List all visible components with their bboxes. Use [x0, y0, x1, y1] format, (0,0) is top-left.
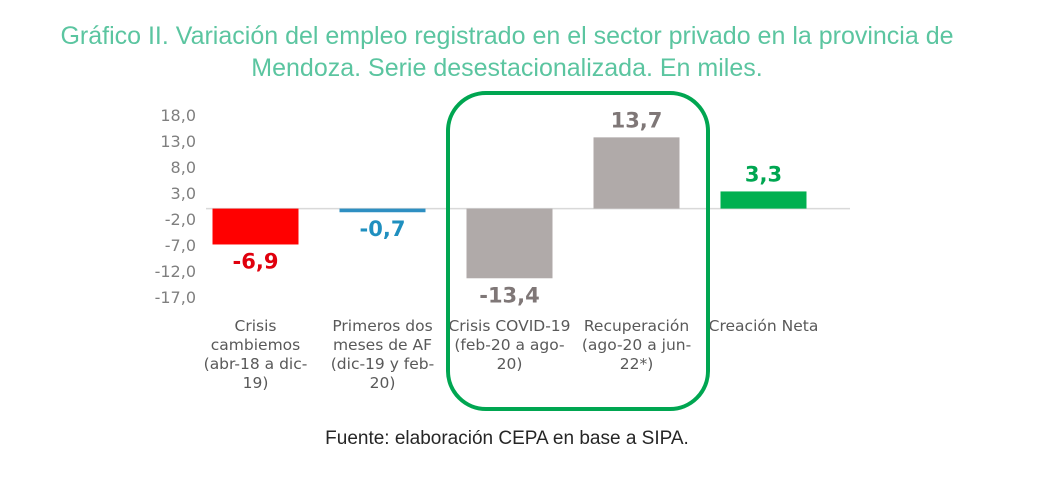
bar: [466, 208, 553, 279]
category-label-line: Recuperación: [584, 317, 689, 335]
category-label: Creación Neta: [709, 317, 819, 335]
category-label-line: cambiemos: [211, 336, 300, 354]
category-label-line: 20): [497, 355, 523, 373]
bar: [339, 208, 426, 213]
category-label-line: Primeros dos: [332, 317, 432, 335]
category-label-line: (ago-20 a jun-: [582, 336, 691, 354]
data-label: -13,4: [479, 283, 540, 307]
category-label-line: (dic-19 y feb-: [331, 355, 434, 373]
category-label: Primeros dos meses de AF (dic-19 y feb-20): [331, 317, 434, 392]
chart-title: Gráfico II. Variación del empleo registr…: [0, 20, 1014, 84]
data-label: 3,3: [745, 162, 782, 186]
category-label: Crisis COVID-19 (feb-20 a ago-20): [448, 317, 570, 373]
bar: [720, 191, 807, 209]
data-label: -0,7: [360, 217, 406, 241]
y-tick-label: -17,0: [155, 288, 196, 307]
category-label: Crisis cambiemos (abr-18 a dic-19): [204, 317, 308, 392]
category-label-line: 22*): [620, 355, 654, 373]
bar-chart: 18,0 13,0 8,0 3,0 -2,0 -7,0 -12,0 -17,0 -6,9 Cris…: [155, 91, 850, 411]
y-tick-label: 8,0: [171, 158, 196, 177]
category-label-line: Crisis COVID-19: [448, 317, 570, 335]
category-label: Recuperación (ago-20 a jun-22*): [582, 317, 691, 373]
chart-source: Fuente: elaboración CEPA en base a SIPA.: [325, 428, 689, 449]
y-tick-label: 18,0: [160, 106, 196, 125]
bar: [212, 208, 299, 245]
chart-title-line-1: Gráfico II. Variación del empleo registr…: [60, 22, 954, 50]
category-label-line: (feb-20 a ago-: [454, 336, 564, 354]
category-label-line: 19): [243, 374, 269, 392]
category-label-line: Creación Neta: [709, 317, 819, 335]
y-tick-label: -2,0: [165, 210, 196, 229]
category-label-line: 20): [370, 374, 396, 392]
y-tick-label: 13,0: [160, 132, 196, 151]
bar: [593, 137, 680, 209]
data-label: 13,7: [611, 108, 663, 132]
category-label-line: (abr-18 a dic-: [204, 355, 308, 373]
category-label-line: meses de AF: [333, 336, 432, 354]
data-label: -6,9: [233, 249, 279, 273]
y-tick-label: 3,0: [171, 184, 196, 203]
chart-title-line-2: Mendoza. Serie desestacionalizada. En mi…: [251, 54, 763, 82]
y-tick-label: -7,0: [165, 236, 196, 255]
highlight-box: [446, 91, 710, 411]
category-label-line: Crisis: [235, 317, 277, 335]
y-tick-label: -12,0: [155, 262, 196, 281]
